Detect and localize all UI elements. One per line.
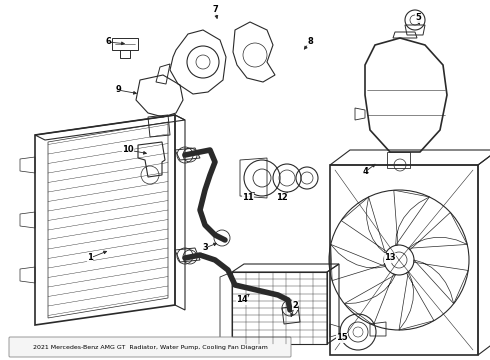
Text: 4: 4 [362, 167, 368, 176]
Text: 9: 9 [115, 85, 121, 94]
Text: 12: 12 [276, 194, 288, 202]
Text: 15: 15 [336, 333, 348, 342]
Text: 1: 1 [87, 253, 93, 262]
Text: 14: 14 [236, 296, 248, 305]
FancyBboxPatch shape [9, 337, 291, 357]
Text: 13: 13 [384, 253, 396, 262]
Text: 2: 2 [292, 301, 298, 310]
Text: 6: 6 [105, 37, 111, 46]
Text: 8: 8 [307, 37, 313, 46]
Text: 10: 10 [122, 145, 134, 154]
Text: 11: 11 [242, 194, 254, 202]
Text: 2021 Mercedes-Benz AMG GT  Radiator, Water Pump, Cooling Fan Diagram: 2021 Mercedes-Benz AMG GT Radiator, Wate… [32, 345, 268, 350]
Text: 5: 5 [415, 13, 421, 22]
Text: 7: 7 [212, 5, 218, 14]
Text: 3: 3 [202, 243, 208, 252]
